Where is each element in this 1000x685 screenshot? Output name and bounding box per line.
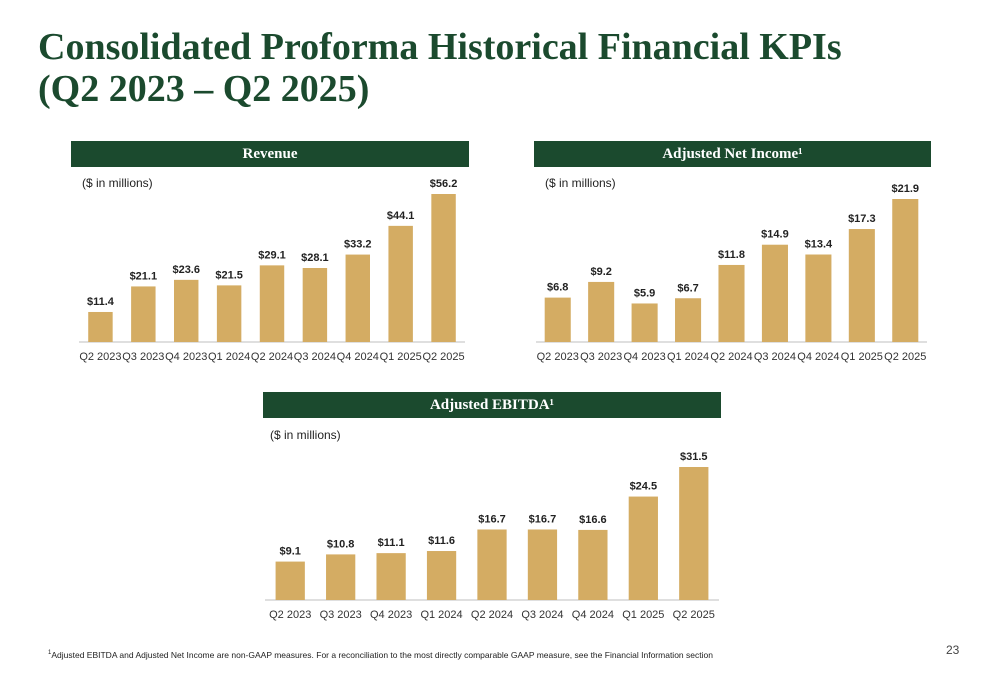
adjusted-ebitda-bar bbox=[275, 561, 305, 600]
adjusted-ebitda-bar bbox=[376, 553, 406, 600]
revenue-x-tick-label: Q4 2024 bbox=[337, 351, 379, 363]
adjusted-net-income-bar bbox=[588, 281, 615, 342]
adjusted-ebitda-bar bbox=[326, 554, 356, 600]
footnote-marker: 1 bbox=[48, 650, 52, 657]
revenue-data-label: $28.1 bbox=[301, 252, 329, 264]
revenue-bar bbox=[259, 265, 285, 342]
revenue-x-tick-label: Q2 2023 bbox=[79, 351, 121, 363]
revenue-bar bbox=[302, 268, 328, 342]
adjusted-net-income-bar bbox=[718, 264, 745, 342]
revenue-data-label: $23.6 bbox=[172, 264, 200, 276]
revenue-data-label: $29.1 bbox=[258, 249, 286, 261]
revenue-x-tick-label: Q2 2025 bbox=[422, 351, 464, 363]
revenue-bar bbox=[88, 311, 113, 342]
revenue-x-tick-label: Q4 2023 bbox=[165, 351, 207, 363]
adjusted-net-income-bar bbox=[848, 229, 875, 342]
revenue-bar bbox=[345, 254, 370, 342]
adjusted-net-income-bar bbox=[761, 244, 788, 342]
revenue-data-label: $11.4 bbox=[87, 296, 115, 308]
adjusted-net-income-data-label: $6.8 bbox=[547, 282, 568, 294]
adjusted-ebitda-data-label: $11.1 bbox=[378, 537, 405, 549]
adjusted-ebitda-bar-chart: $9.1 Q2 2023 $10.8 Q3 2023 $11.1 Q4 2023 $11.6… bbox=[265, 451, 719, 621]
adjusted-net-income-units-label: ($ in millions) bbox=[545, 176, 616, 190]
adjusted-ebitda-data-label: $16.7 bbox=[478, 513, 506, 525]
revenue-x-tick-label: Q3 2023 bbox=[122, 351, 164, 363]
revenue-data-label: $21.1 bbox=[130, 270, 158, 282]
adjusted-ebitda-x-tick-label: Q2 2023 bbox=[269, 609, 311, 621]
adjusted-ebitda-data-label: $16.7 bbox=[529, 513, 557, 525]
adjusted-ebitda-x-tick-label: Q1 2025 bbox=[622, 609, 664, 621]
adjusted-net-income-data-label: $21.9 bbox=[892, 183, 920, 195]
adjusted-ebitda-bar bbox=[628, 496, 658, 600]
revenue-bar bbox=[216, 285, 242, 342]
revenue-x-tick-label: Q3 2024 bbox=[294, 351, 336, 363]
slide-title-line-1: Consolidated Proforma Historical Financi… bbox=[38, 26, 842, 68]
revenue-bar bbox=[174, 279, 199, 342]
revenue-chart-header: Revenue bbox=[71, 141, 469, 167]
adjusted-net-income-data-label: $6.7 bbox=[677, 282, 698, 294]
adjusted-ebitda-data-label: $9.1 bbox=[280, 546, 301, 558]
revenue-data-label: $56.2 bbox=[430, 178, 458, 190]
revenue-bar bbox=[131, 286, 156, 342]
adjusted-ebitda-data-label: $16.6 bbox=[579, 514, 607, 526]
adjusted-net-income-x-tick-label: Q4 2023 bbox=[624, 351, 666, 363]
adjusted-net-income-x-tick-label: Q3 2023 bbox=[580, 351, 622, 363]
adjusted-ebitda-bar bbox=[426, 551, 457, 600]
adjusted-net-income-x-tick-label: Q4 2024 bbox=[797, 351, 839, 363]
adjusted-net-income-x-tick-label: Q2 2024 bbox=[710, 351, 752, 363]
revenue-x-tick-label: Q1 2024 bbox=[208, 351, 250, 363]
adjusted-ebitda-bar bbox=[679, 467, 709, 600]
adjusted-net-income-x-tick-label: Q2 2025 bbox=[884, 351, 926, 363]
adjusted-ebitda-x-tick-label: Q3 2023 bbox=[320, 609, 362, 621]
adjusted-net-income-data-label: $13.4 bbox=[805, 239, 833, 251]
adjusted-ebitda-x-tick-label: Q4 2023 bbox=[370, 609, 412, 621]
adjusted-net-income-x-tick-label: Q1 2024 bbox=[667, 351, 709, 363]
adjusted-net-income-bar bbox=[544, 297, 571, 342]
adjusted-ebitda-x-tick-label: Q1 2024 bbox=[420, 609, 462, 621]
revenue-data-label: $33.2 bbox=[344, 239, 372, 251]
adjusted-ebitda-bar bbox=[527, 529, 558, 600]
adjusted-net-income-x-tick-label: Q2 2023 bbox=[537, 351, 579, 363]
revenue-bar bbox=[431, 194, 456, 342]
footnote: 1Adjusted EBITDA and Adjusted Net Income… bbox=[48, 650, 713, 660]
revenue-bar bbox=[388, 225, 413, 342]
page-number: 23 bbox=[946, 643, 960, 657]
adjusted-ebitda-units-label: ($ in millions) bbox=[270, 428, 341, 442]
revenue-x-tick-label: Q2 2024 bbox=[251, 351, 293, 363]
adjusted-net-income-x-tick-label: Q3 2024 bbox=[754, 351, 796, 363]
adjusted-net-income-bar bbox=[892, 199, 919, 342]
adjusted-net-income-data-label: $14.9 bbox=[761, 229, 789, 241]
adjusted-ebitda-bar bbox=[477, 529, 507, 600]
slide-title-line-2: (Q2 2023 – Q2 2025) bbox=[38, 68, 370, 110]
adjusted-ebitda-data-label: $31.5 bbox=[680, 451, 708, 463]
adjusted-net-income-x-tick-label: Q1 2025 bbox=[841, 351, 883, 363]
adjusted-ebitda-x-tick-label: Q2 2025 bbox=[673, 609, 715, 621]
slide-title: Consolidated Proforma Historical Financi… bbox=[38, 26, 842, 110]
revenue-bar-chart: $11.4 Q2 2023 $21.1 Q3 2023 $23.6 Q4 2023 $21.… bbox=[79, 178, 465, 363]
adjusted-net-income-data-label: $5.9 bbox=[634, 287, 655, 299]
adjusted-net-income-bar-chart: $6.8 Q2 2023 $9.2 Q3 2023 $5.9 Q4 2023 $6.7 Q1 … bbox=[536, 183, 927, 363]
adjusted-net-income-bar bbox=[631, 303, 658, 342]
adjusted-ebitda-x-tick-label: Q2 2024 bbox=[471, 609, 513, 621]
adjusted-ebitda-data-label: $10.8 bbox=[327, 538, 355, 550]
adjusted-ebitda-x-tick-label: Q4 2024 bbox=[572, 609, 614, 621]
adjusted-net-income-bar bbox=[675, 298, 702, 342]
revenue-x-tick-label: Q1 2025 bbox=[380, 351, 422, 363]
revenue-data-label: $21.5 bbox=[215, 269, 243, 281]
adjusted-net-income-bar bbox=[805, 254, 832, 342]
adjusted-net-income-chart-header: Adjusted Net Income¹ bbox=[534, 141, 931, 167]
revenue-units-label: ($ in millions) bbox=[82, 176, 153, 190]
footnote-text: Adjusted EBITDA and Adjusted Net Income … bbox=[51, 650, 713, 660]
adjusted-ebitda-x-tick-label: Q3 2024 bbox=[521, 609, 563, 621]
adjusted-ebitda-chart-header: Adjusted EBITDA¹ bbox=[263, 392, 721, 418]
revenue-data-label: $44.1 bbox=[387, 210, 415, 222]
adjusted-ebitda-bar bbox=[578, 529, 608, 600]
adjusted-ebitda-data-label: $24.5 bbox=[630, 481, 658, 493]
adjusted-net-income-data-label: $9.2 bbox=[590, 266, 611, 278]
adjusted-ebitda-data-label: $11.6 bbox=[428, 535, 455, 547]
adjusted-net-income-data-label: $17.3 bbox=[848, 213, 876, 225]
adjusted-net-income-data-label: $11.8 bbox=[718, 249, 745, 261]
